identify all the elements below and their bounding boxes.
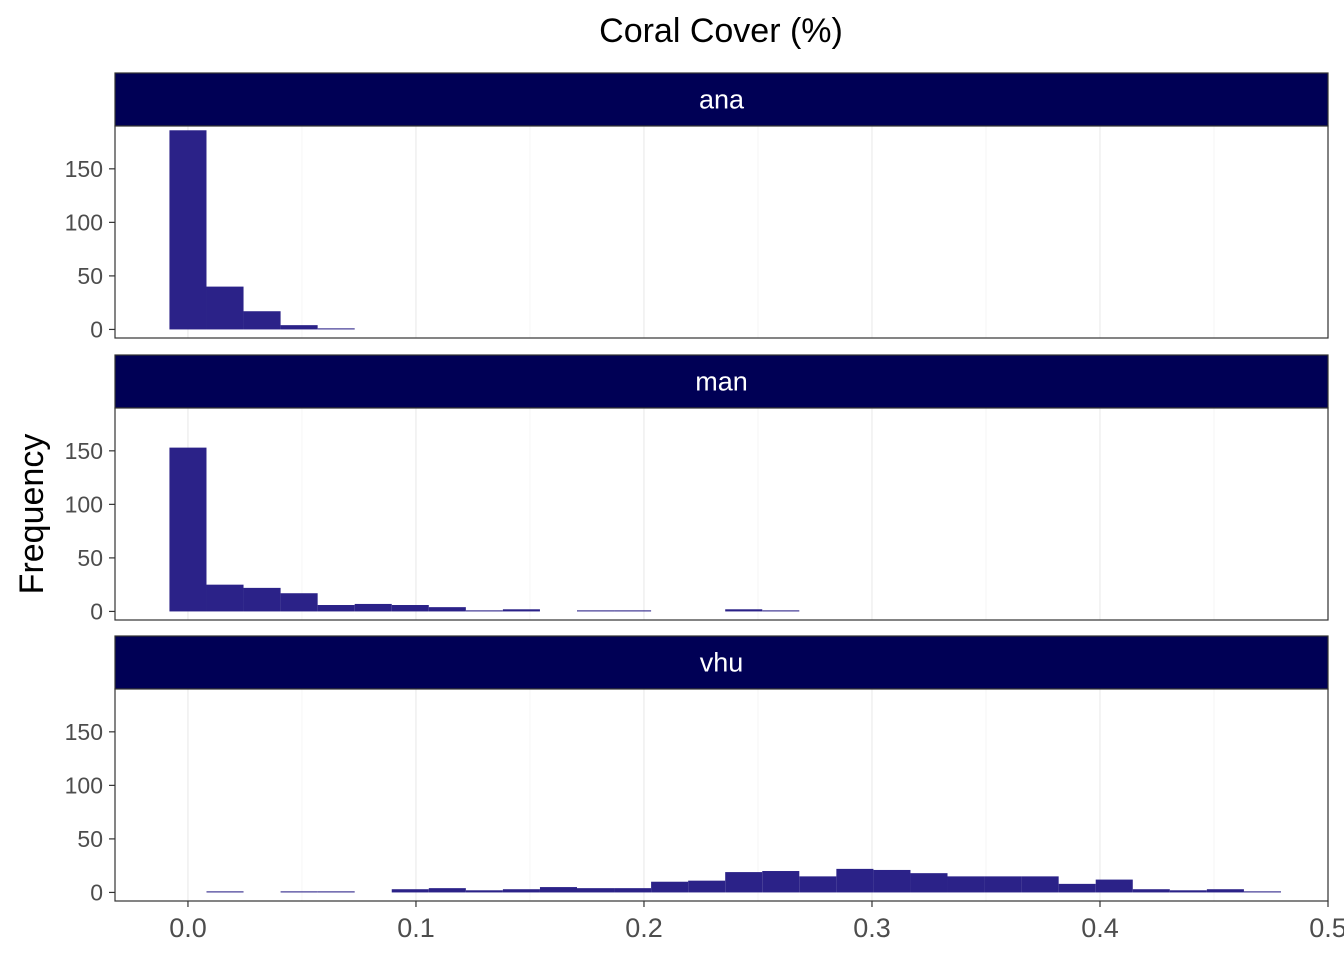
histogram-bar xyxy=(725,872,763,893)
y-tick-label: 0 xyxy=(90,879,103,905)
histogram-bar xyxy=(317,605,355,612)
facet-panels: ana 0 50 100 150 man 0 50 100 150 vhu 0 50 100 150 xyxy=(65,72,1329,905)
histogram-bar xyxy=(465,890,503,893)
histogram-bar xyxy=(873,869,911,893)
histogram-bar xyxy=(577,888,615,893)
histogram-bar xyxy=(1243,891,1281,893)
histogram-bar xyxy=(169,447,207,612)
y-tick-label: 50 xyxy=(77,826,103,852)
histogram-bar xyxy=(947,876,985,893)
x-tick-label: 0.0 xyxy=(169,913,207,943)
histogram-bar xyxy=(243,311,281,330)
histogram-bar xyxy=(206,286,244,330)
y-tick-label: 50 xyxy=(77,545,103,571)
histogram-bar xyxy=(317,328,355,330)
histogram-bar xyxy=(1021,876,1059,893)
panel-border xyxy=(114,407,1329,621)
histogram-bar xyxy=(280,593,318,612)
plot-background xyxy=(115,126,1328,338)
facet-strip-man xyxy=(114,354,1329,409)
histogram-bar xyxy=(614,610,652,612)
histogram-bar xyxy=(539,887,578,893)
histogram-bar xyxy=(206,891,244,893)
histogram-bar xyxy=(614,888,652,893)
facet-panel-man: man 0 50 100 150 xyxy=(65,354,1329,624)
histogram-bar xyxy=(317,891,355,893)
y-tick-label: 100 xyxy=(65,772,103,798)
plot-background xyxy=(115,408,1328,620)
histogram-bar xyxy=(391,605,429,612)
chart-title: Coral Cover (%) xyxy=(599,12,843,50)
histogram-bar xyxy=(243,587,281,612)
y-tick-label: 0 xyxy=(90,598,103,624)
histogram-bar xyxy=(428,607,466,612)
histogram-bar xyxy=(688,880,726,893)
histogram-bar xyxy=(1132,889,1170,893)
histogram-bar xyxy=(280,325,318,330)
y-tick-label: 150 xyxy=(65,156,103,182)
y-tick-label: 50 xyxy=(77,263,103,289)
y-tick-label: 0 xyxy=(90,316,103,342)
y-axis-label: Frequency xyxy=(13,434,51,595)
histogram-bar xyxy=(910,873,948,893)
histogram-bar xyxy=(1095,879,1133,893)
histogram-bar xyxy=(1206,889,1244,893)
x-tick-label: 0.5 xyxy=(1309,913,1344,943)
x-axis: 0.0 0.1 0.2 0.3 0.4 0.5 xyxy=(169,901,1344,943)
histogram-bar xyxy=(984,876,1022,893)
histogram-bar xyxy=(1058,883,1096,893)
panel-border xyxy=(114,688,1329,902)
y-tick-label: 100 xyxy=(65,209,103,235)
plot-background xyxy=(115,689,1328,901)
y-tick-label: 150 xyxy=(65,719,103,745)
facet-strip-ana xyxy=(114,72,1329,127)
facet-strip-label-man: man xyxy=(695,367,748,397)
histogram-bar xyxy=(502,609,540,612)
histogram-bar xyxy=(762,610,800,612)
histogram-bar xyxy=(836,868,874,893)
x-tick-label: 0.1 xyxy=(397,913,435,943)
panel-border xyxy=(114,125,1329,339)
histogram-bar xyxy=(280,891,318,893)
x-tick-label: 0.2 xyxy=(625,913,663,943)
x-tick-label: 0.3 xyxy=(853,913,891,943)
histogram-bar xyxy=(502,889,540,893)
facet-panel-vhu: vhu 0 50 100 150 xyxy=(65,635,1329,905)
y-tick-label: 100 xyxy=(65,491,103,517)
facet-strip-vhu xyxy=(114,635,1329,690)
x-tick-label: 0.4 xyxy=(1081,913,1119,943)
histogram-bar xyxy=(206,584,244,612)
histogram-bar xyxy=(1169,890,1207,893)
histogram-bar xyxy=(577,610,615,612)
facet-strip-label-ana: ana xyxy=(699,85,745,115)
y-tick-label: 150 xyxy=(65,438,103,464)
histogram-bar xyxy=(762,871,800,893)
histogram-bar xyxy=(651,881,689,893)
histogram-bar xyxy=(391,889,429,893)
facet-strip-label-vhu: vhu xyxy=(700,648,744,678)
histogram-bar xyxy=(169,130,207,330)
histogram-bar xyxy=(725,609,763,612)
histogram-bar xyxy=(799,876,837,893)
facet-panel-ana: ana 0 50 100 150 xyxy=(65,72,1329,342)
histogram-bar xyxy=(354,603,392,612)
histogram-bar xyxy=(465,610,503,612)
histogram-bar xyxy=(428,888,466,893)
